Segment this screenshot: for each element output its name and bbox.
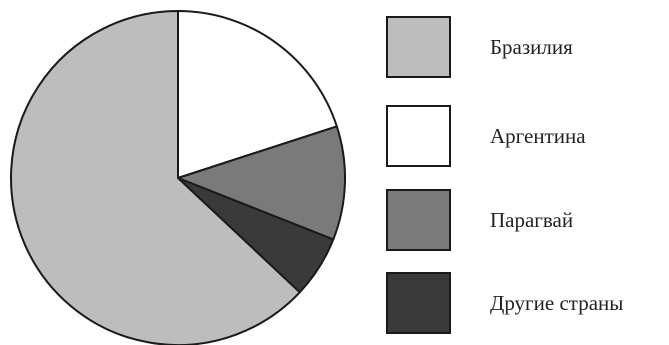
- legend: Бразилия Аргентина Парагвай Другие страны: [386, 16, 623, 334]
- legend-swatch-3: [386, 272, 451, 334]
- legend-swatch-2: [386, 189, 451, 251]
- legend-label-3: Другие страны: [490, 291, 623, 315]
- pie-slice-0: [177, 10, 338, 179]
- legend-label-0: Бразилия: [490, 35, 573, 59]
- pie-slice-1: [177, 125, 347, 241]
- pie-slices: [10, 10, 347, 345]
- pie-slice-3: [10, 10, 301, 345]
- legend-swatch-0: [386, 16, 451, 78]
- legend-swatch-1: [386, 105, 451, 167]
- legend-label-1: Аргентина: [490, 124, 586, 148]
- legend-label-2: Парагвай: [490, 208, 573, 232]
